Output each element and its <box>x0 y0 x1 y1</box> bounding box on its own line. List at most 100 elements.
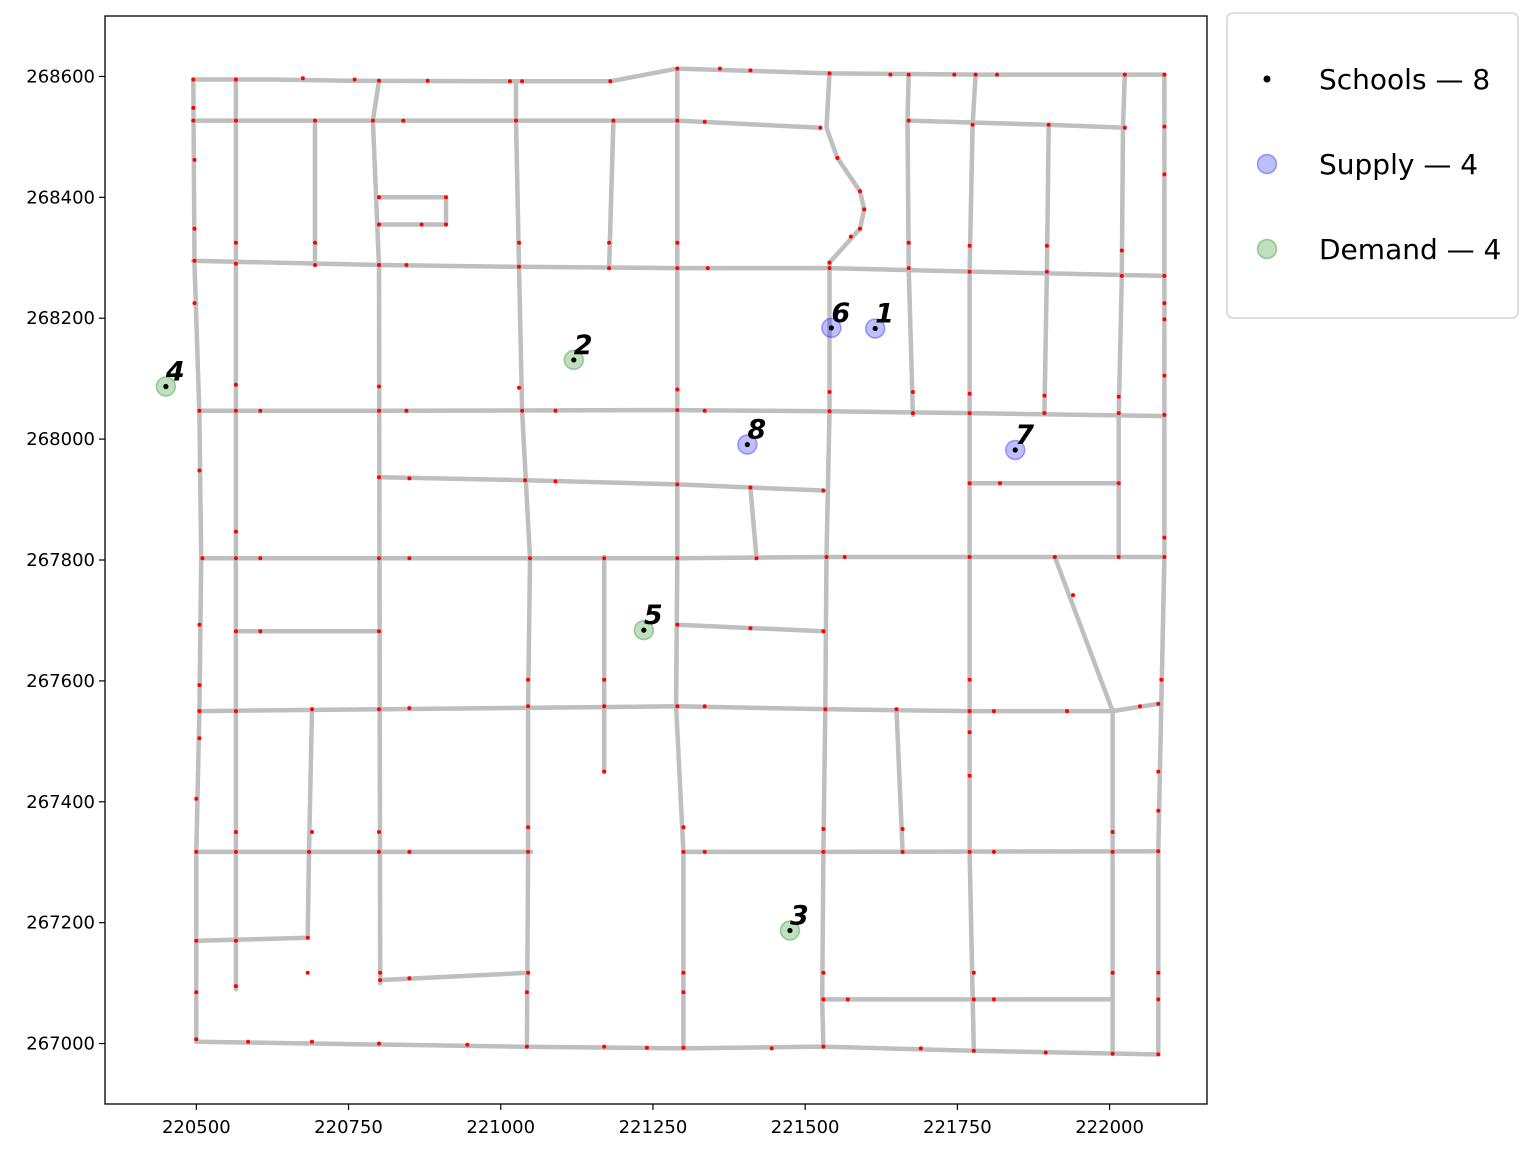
network-node <box>378 978 383 983</box>
network-node <box>520 408 525 413</box>
network-node <box>192 226 197 231</box>
network-node <box>377 629 381 634</box>
network-node <box>526 970 531 975</box>
road-segment <box>370 78 383 986</box>
school-points: 1 2 3 4 5 6 7 8 <box>155 298 1034 941</box>
network-node <box>1162 412 1167 417</box>
network-node <box>407 976 412 981</box>
network-node <box>910 411 915 416</box>
network-node <box>233 849 238 854</box>
school-point-8 <box>744 441 750 448</box>
network-node <box>681 990 686 995</box>
network-node <box>675 118 680 123</box>
x-tick-label: 221250 <box>619 1117 688 1138</box>
network-node <box>192 258 197 263</box>
network-node <box>1162 72 1167 77</box>
network-node <box>377 78 381 83</box>
x-tick-label: 220750 <box>314 1117 383 1138</box>
network-node <box>517 264 521 269</box>
network-node <box>1122 72 1127 77</box>
network-node <box>197 468 202 473</box>
network-node <box>233 240 238 245</box>
network-node <box>821 629 826 634</box>
network-node <box>967 391 972 396</box>
network-node <box>827 266 832 271</box>
network-node <box>971 970 976 975</box>
y-tick-label: 267800 <box>26 550 95 571</box>
network-node <box>1162 172 1167 177</box>
network-node <box>607 240 612 245</box>
network-node <box>305 935 310 940</box>
network-node <box>717 66 722 71</box>
network-node <box>702 704 707 709</box>
network-node <box>1156 701 1161 706</box>
network-node <box>407 706 412 711</box>
network-node <box>1162 124 1167 129</box>
network-node <box>1156 970 1161 975</box>
network-node <box>233 529 238 534</box>
network-node <box>1159 677 1164 682</box>
network-node <box>404 408 409 413</box>
network-node <box>191 105 196 110</box>
network-node <box>971 997 976 1002</box>
network-node <box>526 677 531 682</box>
network-node <box>967 269 972 274</box>
network-node <box>520 79 525 84</box>
network-node <box>675 622 680 627</box>
school-label-8: 8 <box>747 415 766 446</box>
network-node <box>1110 830 1115 834</box>
y-tick-label: 268400 <box>26 187 95 208</box>
network-node <box>377 222 381 227</box>
network-node <box>821 997 826 1002</box>
network-node <box>906 72 911 77</box>
network-node <box>526 825 531 830</box>
network-node <box>377 707 381 712</box>
y-tick-label: 267600 <box>26 671 95 692</box>
network-node <box>971 1048 976 1053</box>
school-label-7: 7 <box>1015 420 1034 451</box>
network-node <box>675 408 680 413</box>
network-node <box>1042 393 1047 398</box>
school-point-4 <box>163 383 169 390</box>
road-segment <box>681 849 1161 855</box>
network-node <box>1162 373 1167 378</box>
network-node <box>818 125 823 130</box>
network-node <box>827 260 832 265</box>
network-node <box>675 266 680 271</box>
network-node <box>900 849 905 854</box>
network-node <box>918 1046 923 1051</box>
network-node <box>404 263 409 267</box>
network-node <box>307 849 311 854</box>
network-node <box>197 736 202 741</box>
network-node <box>681 825 686 830</box>
network-node <box>705 266 710 271</box>
network-node <box>967 773 972 778</box>
network-node <box>681 970 686 975</box>
legend-supply-marker <box>1256 153 1278 175</box>
network-node <box>967 555 972 559</box>
network-node <box>608 79 613 84</box>
legend-schools-marker <box>1263 75 1271 83</box>
network-node <box>1065 709 1069 714</box>
network-node <box>191 118 196 123</box>
legend-schools-label: Schools — 8 <box>1319 63 1490 96</box>
network-node <box>233 629 238 634</box>
network-node <box>1071 593 1076 598</box>
network-node <box>313 263 317 267</box>
network-node <box>310 707 314 712</box>
network-node <box>1110 849 1115 854</box>
y-axis: 267000 267200 267400 267600 267800 268000 2682… <box>26 66 105 1055</box>
network-node <box>197 408 202 413</box>
network-node <box>821 1044 826 1049</box>
network-node <box>305 970 310 975</box>
network-node <box>675 66 680 71</box>
network-node <box>517 385 521 390</box>
network-node <box>967 481 972 486</box>
network-node <box>602 1044 607 1049</box>
network-node <box>524 1044 529 1049</box>
network-node <box>991 709 996 714</box>
network-node <box>526 704 531 709</box>
network-node <box>377 475 381 480</box>
network-node <box>894 707 899 712</box>
